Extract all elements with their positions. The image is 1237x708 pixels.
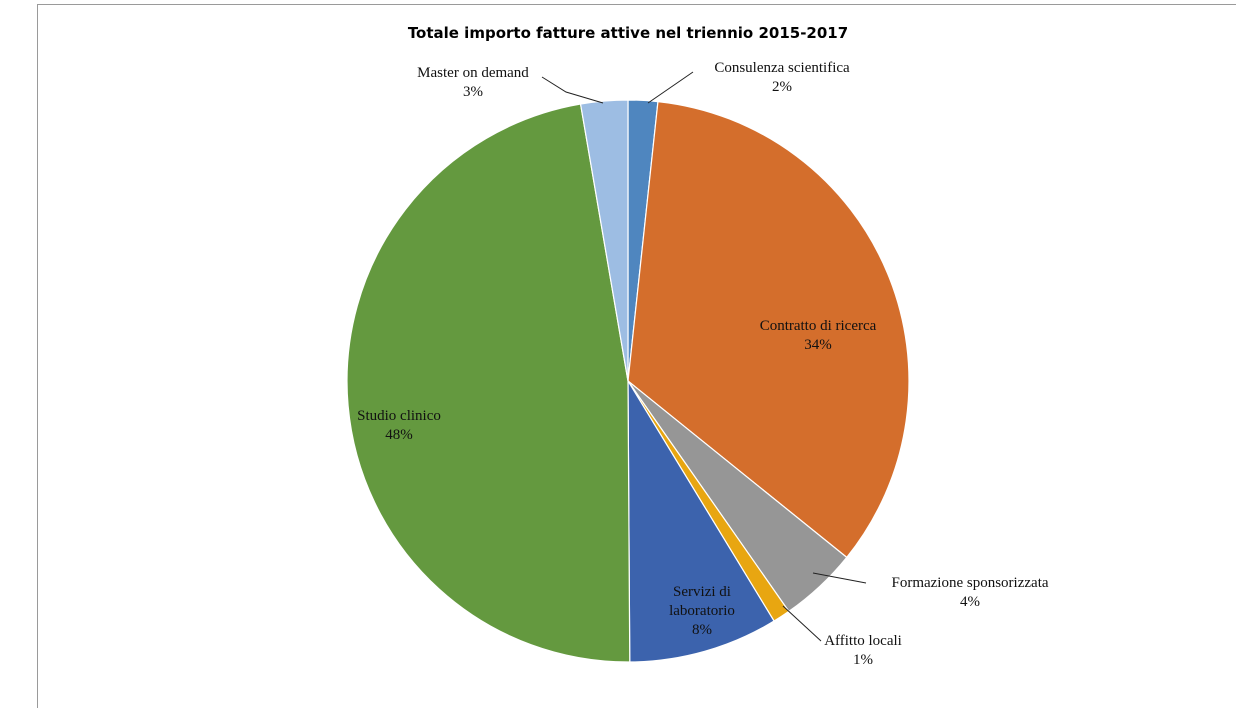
- slice-name-consulenza-scientifica: Consulenza scientifica: [714, 60, 850, 76]
- slice-percent-master-on-demand: 3%: [463, 84, 483, 100]
- leader-line-master-on-demand: [541, 76, 604, 104]
- slice-percent-affitto-locali: 1%: [853, 652, 873, 668]
- slice-name-servizi-di-laboratorio-line-1: Servizi di: [673, 584, 731, 600]
- slice-percent-servizi-di-laboratorio: 8%: [692, 622, 712, 638]
- slice-name-affitto-locali: Affitto locali: [824, 633, 902, 649]
- slice-percent-consulenza-scientifica: 2%: [772, 79, 792, 95]
- slice-name-master-on-demand: Master on demand: [417, 65, 529, 81]
- slice-percent-formazione-sponsorizzata: 4%: [960, 594, 980, 610]
- pie-slices: [346, 99, 910, 663]
- slice-name-studio-clinico: Studio clinico: [357, 408, 441, 424]
- slice-name-contratto-di-ricerca: Contratto di ricerca: [760, 318, 877, 334]
- leader-line-consulenza-scientifica: [647, 71, 694, 104]
- chart-title: Totale importo fatture attive nel trienn…: [408, 24, 848, 42]
- slice-labels: Consulenza scientifica 2% Contratto di ric…: [357, 60, 1049, 668]
- pie-slice-master-on-demand: [579, 99, 629, 382]
- slice-name-formazione-sponsorizzata: Formazione sponsorizzata: [891, 575, 1048, 591]
- pie-slice-contratto-di-ricerca: [627, 100, 910, 559]
- slice-percent-studio-clinico: 48%: [385, 427, 413, 443]
- pie-slice-studio-clinico: [346, 103, 631, 663]
- slice-percent-contratto-di-ricerca: 34%: [804, 337, 832, 353]
- pie-slice-servizi-di-laboratorio: [627, 378, 775, 663]
- leader-line-formazione-sponsorizzata: [812, 572, 867, 584]
- slice-name-servizi-di-laboratorio-line-2: laboratorio: [669, 603, 735, 619]
- leader-lines: [541, 71, 867, 642]
- leader-line-affitto-locali: [782, 605, 822, 642]
